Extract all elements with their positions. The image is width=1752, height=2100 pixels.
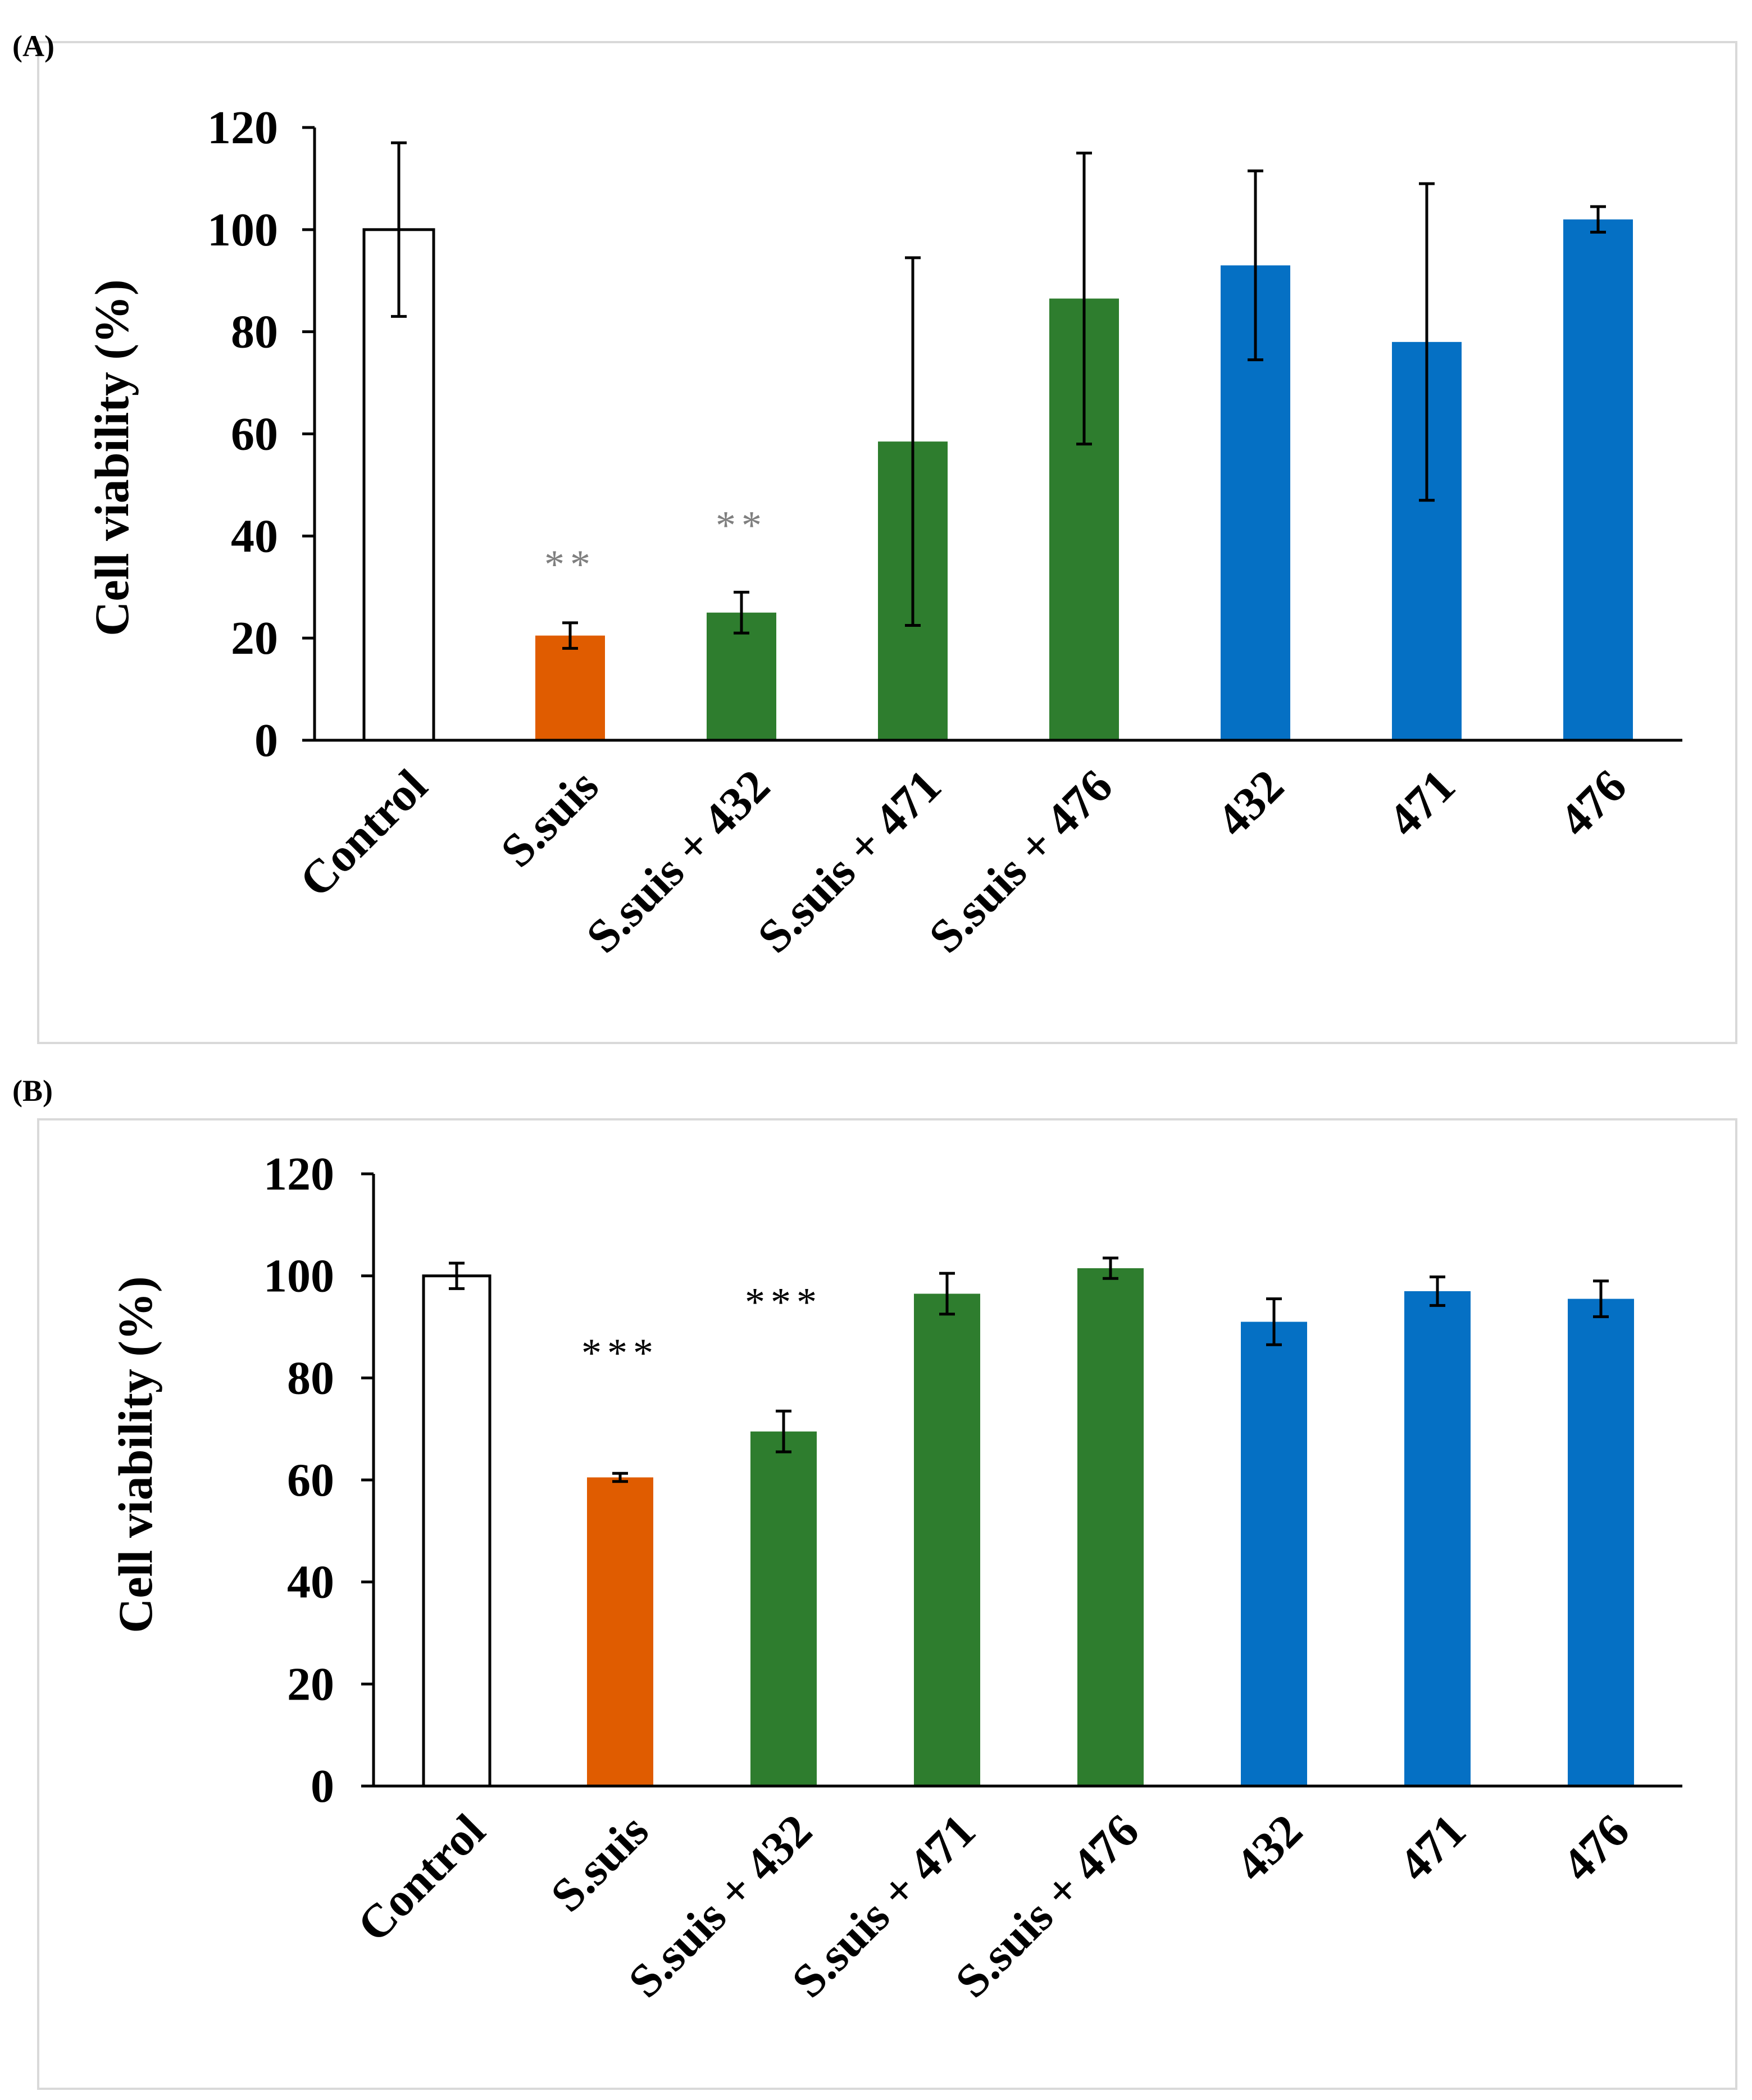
x-category-label: 432 [1226, 1805, 1313, 1892]
x-category-label: 471 [1378, 760, 1466, 847]
x-category-label: 432 [1207, 760, 1294, 847]
x-category-label: 471 [1389, 1805, 1476, 1892]
bar-s-suis [587, 1477, 653, 1786]
y-tick-label: 120 [263, 1148, 334, 1200]
significance-marker: ** [544, 542, 596, 587]
bar-476 [1568, 1299, 1634, 1786]
panel-b-y-axis-title: Cell viability (%) [108, 1276, 162, 1633]
x-category-label: S.suis + 432 [576, 760, 780, 963]
x-category-label: 476 [1550, 760, 1637, 847]
panel-a-y-axis-title: Cell viability (%) [85, 279, 139, 636]
y-tick-label: 40 [287, 1556, 334, 1609]
panel-b-label: (B) [12, 1074, 53, 1108]
significance-marker: *** [745, 1279, 822, 1324]
bar-476 [1563, 219, 1633, 740]
panel-b-significance: *** *** [581, 1279, 822, 1375]
bar-s-suis-432 [750, 1431, 817, 1786]
x-category-label: Control [348, 1805, 495, 1952]
significance-marker: *** [581, 1331, 659, 1375]
panel-a-significance: ** ** [544, 503, 767, 587]
bar-471 [1404, 1291, 1471, 1786]
panel-a-error-bars [391, 141, 1606, 650]
y-tick-label: 20 [287, 1658, 334, 1710]
y-tick-label: 40 [231, 510, 278, 562]
x-category-label: 476 [1553, 1805, 1640, 1892]
y-tick-label: 100 [207, 204, 278, 256]
y-tick-label: 80 [231, 306, 278, 358]
y-tick-label: 60 [231, 408, 278, 461]
y-tick-label: 80 [287, 1352, 334, 1404]
panel-a-y-ticks: 0 20 40 60 80 100 120 [207, 102, 315, 767]
panel-a-label: (A) [12, 29, 54, 63]
bar-s-suis-471 [914, 1293, 980, 1786]
x-category-label: S.suis + 476 [919, 760, 1122, 963]
significance-marker: ** [716, 503, 767, 548]
y-tick-label: 100 [263, 1250, 334, 1302]
x-category-label: S.suis + 471 [748, 760, 951, 963]
panel-b-error-bars [449, 1256, 1609, 1483]
y-tick-label: 60 [287, 1454, 334, 1506]
panel-b: (B) Cell viability (%) 0 20 40 60 80 100 120 *… [12, 1074, 1737, 2090]
bar-control [422, 1274, 492, 1788]
panel-b-bars [422, 1268, 1634, 1788]
x-category-label: S.suis [491, 760, 608, 877]
y-tick-label: 0 [311, 1760, 334, 1812]
bar-s-suis-476 [1077, 1268, 1144, 1786]
bar-s-suis [535, 635, 605, 740]
panel-b-border [37, 1118, 1737, 2090]
panel-b-axes [372, 1174, 1682, 1788]
panel-a-border [37, 41, 1737, 1044]
panel-a-axes [313, 127, 1682, 742]
y-tick-label: 0 [254, 714, 278, 767]
panel-a-bars [362, 219, 1633, 742]
panel-a: (A) Cell viability (%) 0 20 40 60 80 100 120 *… [12, 29, 1737, 1044]
bar-432 [1241, 1322, 1307, 1786]
x-category-label: Control [290, 760, 438, 908]
y-tick-label: 20 [231, 612, 278, 664]
panel-b-y-ticks: 0 20 40 60 80 100 120 [263, 1148, 374, 1812]
x-category-label: S.suis [541, 1805, 658, 1922]
y-tick-label: 120 [207, 102, 278, 154]
